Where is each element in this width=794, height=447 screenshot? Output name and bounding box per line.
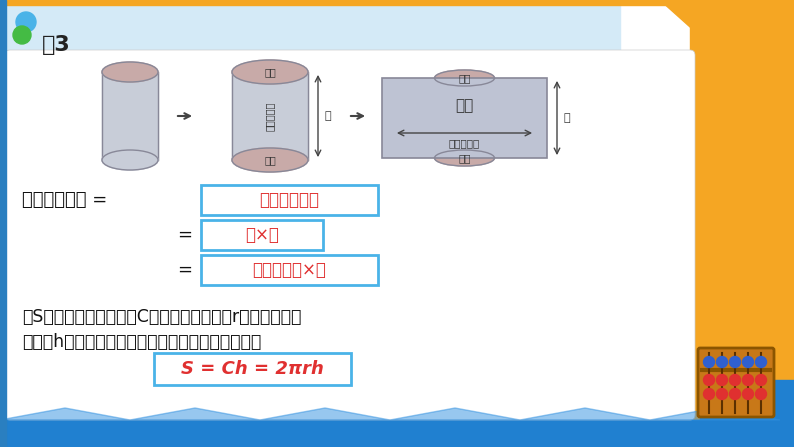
Bar: [232, 72, 308, 160]
Circle shape: [742, 388, 754, 400]
Text: 底面: 底面: [264, 155, 276, 165]
Bar: [0, 0, 620, 58]
FancyBboxPatch shape: [201, 220, 323, 250]
Text: 高: 高: [325, 111, 331, 121]
Text: 底面的周长: 底面的周长: [449, 138, 480, 148]
FancyBboxPatch shape: [154, 353, 351, 385]
Polygon shape: [390, 408, 520, 420]
Ellipse shape: [434, 70, 495, 86]
Circle shape: [16, 12, 36, 32]
Circle shape: [716, 388, 727, 400]
Circle shape: [730, 375, 741, 385]
Bar: [0, 0, 794, 5]
Text: 底面的周长: 底面的周长: [265, 101, 275, 131]
Bar: [0, 0, 6, 447]
Polygon shape: [260, 408, 390, 420]
Text: 底面: 底面: [264, 67, 276, 77]
Circle shape: [742, 357, 754, 367]
Circle shape: [730, 388, 741, 400]
Text: 底面的周长×高: 底面的周长×高: [252, 261, 326, 279]
Text: 长方形的面积: 长方形的面积: [259, 191, 319, 209]
Polygon shape: [650, 408, 780, 420]
Text: =: =: [178, 261, 192, 279]
Circle shape: [756, 388, 766, 400]
Circle shape: [703, 357, 715, 367]
Text: 侧面: 侧面: [456, 98, 474, 114]
Circle shape: [730, 357, 741, 367]
Text: 半径，h表示高，圆柱的侧面积计算公式可以写成：: 半径，h表示高，圆柱的侧面积计算公式可以写成：: [22, 333, 261, 351]
Text: 长×宽: 长×宽: [245, 226, 279, 244]
Ellipse shape: [232, 60, 308, 84]
Ellipse shape: [102, 150, 158, 170]
Ellipse shape: [232, 148, 308, 172]
Polygon shape: [520, 408, 650, 420]
Polygon shape: [660, 0, 794, 120]
Text: =: =: [178, 226, 192, 244]
FancyBboxPatch shape: [698, 348, 774, 417]
Text: 例3: 例3: [42, 35, 71, 55]
Text: 底面: 底面: [458, 153, 471, 163]
Circle shape: [756, 375, 766, 385]
Polygon shape: [0, 408, 130, 420]
Circle shape: [716, 357, 727, 367]
Text: 高: 高: [564, 113, 570, 123]
Bar: [0, 420, 794, 447]
Ellipse shape: [102, 62, 158, 82]
Text: 圆柱的侧面积 =: 圆柱的侧面积 =: [22, 191, 107, 209]
Circle shape: [703, 375, 715, 385]
Bar: [102, 72, 158, 160]
Bar: [382, 78, 547, 158]
Ellipse shape: [434, 150, 495, 166]
FancyBboxPatch shape: [201, 185, 378, 215]
Circle shape: [703, 388, 715, 400]
FancyBboxPatch shape: [5, 50, 695, 420]
Bar: [690, 0, 794, 447]
Circle shape: [716, 375, 727, 385]
Circle shape: [756, 357, 766, 367]
FancyBboxPatch shape: [201, 255, 378, 285]
Text: S = Ch = 2πrh: S = Ch = 2πrh: [180, 360, 323, 378]
Text: 用S表示圆柱的侧面积，C表示底面的周长，r表示底面圆的: 用S表示圆柱的侧面积，C表示底面的周长，r表示底面圆的: [22, 308, 302, 326]
Circle shape: [742, 375, 754, 385]
Bar: [700, 380, 794, 447]
Polygon shape: [130, 408, 260, 420]
Circle shape: [13, 26, 31, 44]
Text: 底面: 底面: [458, 73, 471, 83]
